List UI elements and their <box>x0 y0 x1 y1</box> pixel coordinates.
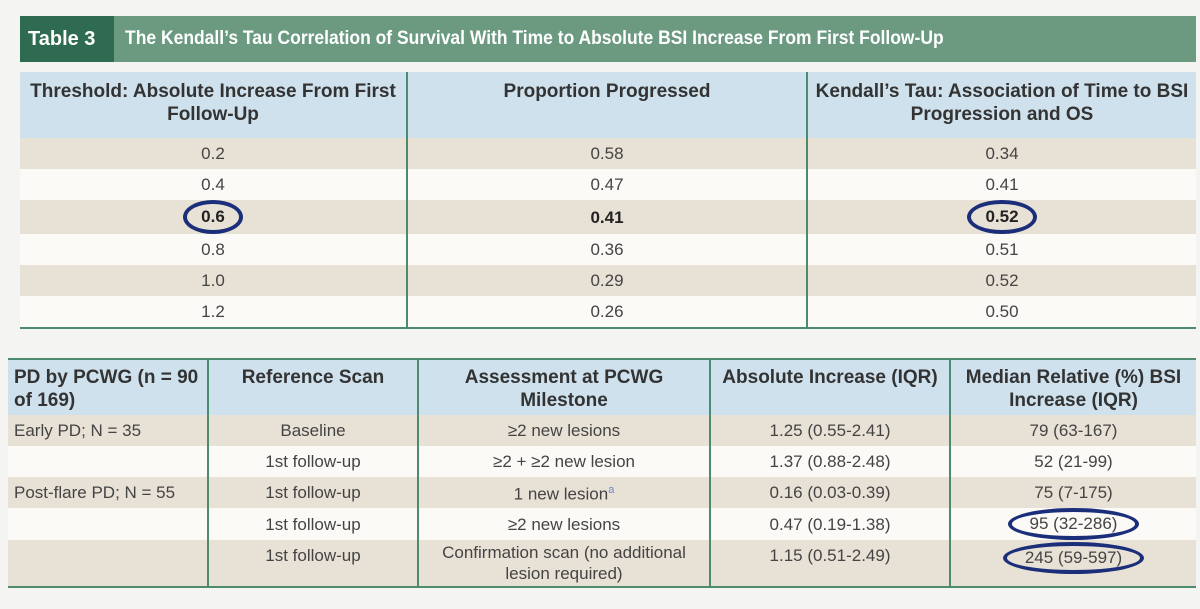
median-relative-cell: 75 (7-175) <box>949 477 1196 508</box>
col-header-absolute-increase: Absolute Increase (IQR) <box>709 359 950 415</box>
reference-scan-cell: 1st follow-up <box>207 540 418 587</box>
tau-cell: 0.52 <box>806 265 1196 296</box>
table-row: 0.4 0.47 0.41 <box>20 169 1196 200</box>
pd-group-cell: Early PD; N = 35 <box>8 415 208 446</box>
threshold-value: 0.6 <box>201 207 225 226</box>
pcwg-progression-table: PD by PCWG (n = 90 of 169) Reference Sca… <box>8 358 1196 588</box>
tau-cell: 0.52 <box>806 200 1196 234</box>
table-row: Post-flare PD; N = 55 1st follow-up 1 ne… <box>8 477 1196 508</box>
highlight-oval: 245 (59-597) <box>1002 542 1145 574</box>
assessment-cell: ≥2 + ≥2 new lesion <box>417 446 710 477</box>
median-relative-cell: 245 (59-597) <box>949 540 1196 587</box>
pd-group-cell: Post-flare PD; N = 55 <box>8 477 208 508</box>
col-header-assessment: Assessment at PCWG Milestone <box>417 359 710 415</box>
threshold-cell: 1.2 <box>20 296 407 328</box>
footnote-marker: a <box>608 484 615 497</box>
reference-scan-cell: Baseline <box>207 415 418 446</box>
table-row: 1st follow-up ≥2 + ≥2 new lesion 1.37 (0… <box>8 446 1196 477</box>
table-row-highlighted: 1st follow-up ≥2 new lesions 0.47 (0.19-… <box>8 508 1196 540</box>
tau-cell: 0.50 <box>806 296 1196 328</box>
table-title-bar: Table 3 The Kendall’s Tau Correlation of… <box>20 16 1196 62</box>
table-row: Early PD; N = 35 Baseline ≥2 new lesions… <box>8 415 1196 446</box>
kendall-tau-table: Threshold: Absolute Increase From First … <box>20 72 1196 329</box>
table-row: 1.2 0.26 0.50 <box>20 296 1196 328</box>
col-header-threshold: Threshold: Absolute Increase From First … <box>20 72 407 138</box>
absolute-increase-cell: 1.25 (0.55-2.41) <box>709 415 950 446</box>
median-relative-value: 245 (59-597) <box>1024 548 1123 567</box>
tau-cell: 0.34 <box>806 138 1196 169</box>
table-row-highlighted: 0.6 0.41 0.52 <box>20 200 1196 234</box>
proportion-cell: 0.58 <box>406 138 807 169</box>
tau-cell: 0.51 <box>806 234 1196 265</box>
assessment-cell: 1 new lesiona <box>417 477 710 508</box>
reference-scan-cell: 1st follow-up <box>207 508 418 540</box>
reference-scan-cell: 1st follow-up <box>207 446 418 477</box>
proportion-cell: 0.41 <box>406 200 807 234</box>
median-relative-value: 95 (32-286) <box>1029 514 1118 533</box>
threshold-cell: 1.0 <box>20 265 407 296</box>
table-header-row: Threshold: Absolute Increase From First … <box>20 72 1196 138</box>
threshold-cell: 0.8 <box>20 234 407 265</box>
col-header-median-relative: Median Relative (%) BSI Increase (IQR) <box>949 359 1196 415</box>
col-header-proportion: Proportion Progressed <box>406 72 807 138</box>
table-header-row: PD by PCWG (n = 90 of 169) Reference Sca… <box>8 359 1196 415</box>
absolute-increase-cell: 1.37 (0.88-2.48) <box>709 446 950 477</box>
table-row: 0.2 0.58 0.34 <box>20 138 1196 169</box>
assessment-text: 1 new lesion <box>513 484 609 504</box>
table-title: The Kendall’s Tau Correlation of Surviva… <box>125 28 944 49</box>
assessment-cell: ≥2 new lesions <box>417 508 710 540</box>
threshold-cell: 0.6 <box>20 200 407 234</box>
tau-value: 0.52 <box>985 207 1019 226</box>
absolute-increase-cell: 0.47 (0.19-1.38) <box>709 508 950 540</box>
proportion-cell: 0.47 <box>406 169 807 200</box>
median-relative-cell: 79 (63-167) <box>949 415 1196 446</box>
median-relative-cell: 95 (32-286) <box>949 508 1196 540</box>
table-number-label: Table 3 <box>20 16 114 62</box>
highlight-oval: 0.52 <box>967 200 1037 234</box>
table-row: 0.8 0.36 0.51 <box>20 234 1196 265</box>
proportion-cell: 0.36 <box>406 234 807 265</box>
table-row-highlighted: 1st follow-up Confirmation scan (no addi… <box>8 540 1196 587</box>
reference-scan-cell: 1st follow-up <box>207 477 418 508</box>
threshold-cell: 0.2 <box>20 138 407 169</box>
proportion-cell: 0.26 <box>406 296 807 328</box>
col-header-pd-by-pcwg: PD by PCWG (n = 90 of 169) <box>8 359 208 415</box>
pd-group-cell <box>8 446 208 477</box>
pd-group-cell <box>8 508 208 540</box>
col-header-reference-scan: Reference Scan <box>207 359 418 415</box>
threshold-cell: 0.4 <box>20 169 407 200</box>
median-relative-cell: 52 (21-99) <box>949 446 1196 477</box>
table-row: 1.0 0.29 0.52 <box>20 265 1196 296</box>
assessment-cell: ≥2 new lesions <box>417 415 710 446</box>
highlight-oval: 0.6 <box>183 200 243 234</box>
pd-group-cell <box>8 540 208 587</box>
absolute-increase-cell: 1.15 (0.51-2.49) <box>709 540 950 587</box>
highlight-oval: 95 (32-286) <box>1007 508 1140 540</box>
tau-cell: 0.41 <box>806 169 1196 200</box>
absolute-increase-cell: 0.16 (0.03-0.39) <box>709 477 950 508</box>
proportion-cell: 0.29 <box>406 265 807 296</box>
assessment-cell: Confirmation scan (no additional lesion … <box>417 540 710 587</box>
col-header-kendall-tau: Kendall’s Tau: Association of Time to BS… <box>806 72 1196 138</box>
